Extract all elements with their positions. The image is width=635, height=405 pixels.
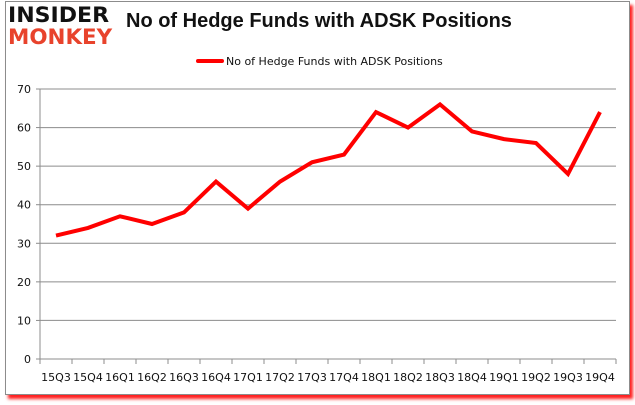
y-tick-label: 40 xyxy=(17,199,31,212)
x-tick-label: 15Q3 xyxy=(41,371,71,384)
x-tick-label: 19Q3 xyxy=(553,371,583,384)
y-tick-label: 50 xyxy=(17,160,31,173)
data-series-line xyxy=(55,101,602,238)
y-tick-label: 10 xyxy=(17,314,31,327)
chart-legend: No of Hedge Funds with ADSK Positions xyxy=(196,53,443,69)
x-tick-label: 17Q4 xyxy=(329,371,359,384)
x-tick-label: 15Q4 xyxy=(73,371,103,384)
y-tick-label: 0 xyxy=(24,353,31,366)
x-tick-label: 16Q3 xyxy=(169,371,199,384)
x-tick-label: 18Q4 xyxy=(457,371,487,384)
x-tick-label: 18Q3 xyxy=(425,371,455,384)
x-tick-label: 16Q1 xyxy=(105,371,135,384)
x-tick-label: 19Q1 xyxy=(489,371,519,384)
insider-monkey-logo: INSIDER MONKEY xyxy=(8,4,120,50)
x-tick-label: 17Q3 xyxy=(297,371,327,384)
x-axis-tick-labels: 15Q3 15Q4 16Q1 16Q2 16Q3 16Q4 17Q1 17Q2 17Q3 17Q4… xyxy=(41,371,615,384)
y-tick-label: 60 xyxy=(17,122,31,135)
x-tick-label: 17Q1 xyxy=(233,371,263,384)
x-tick-label: 18Q2 xyxy=(393,371,423,384)
logo-line-1: INSIDER xyxy=(8,3,110,27)
chart-title: No of Hedge Funds with ADSK Positions xyxy=(126,10,512,32)
x-tick-label: 16Q2 xyxy=(137,371,167,384)
x-tick-label: 18Q1 xyxy=(361,371,391,384)
legend-line-swatch-icon xyxy=(196,59,224,63)
x-tick-label: 17Q2 xyxy=(265,371,295,384)
x-tick-label: 16Q4 xyxy=(201,371,231,384)
legend-label: No of Hedge Funds with ADSK Positions xyxy=(226,54,443,68)
gridlines xyxy=(40,88,616,321)
y-tick-label: 70 xyxy=(17,83,31,96)
x-tick-label: 19Q2 xyxy=(521,371,551,384)
y-axis-tick-labels: 0 10 20 30 40 50 60 70 xyxy=(17,83,31,366)
chart-frame xyxy=(5,1,630,395)
logo-line-2: MONKEY xyxy=(8,25,113,49)
y-tick-label: 30 xyxy=(17,237,31,250)
axes xyxy=(36,88,617,364)
y-tick-label: 20 xyxy=(17,276,31,289)
x-tick-label: 19Q4 xyxy=(585,371,615,384)
